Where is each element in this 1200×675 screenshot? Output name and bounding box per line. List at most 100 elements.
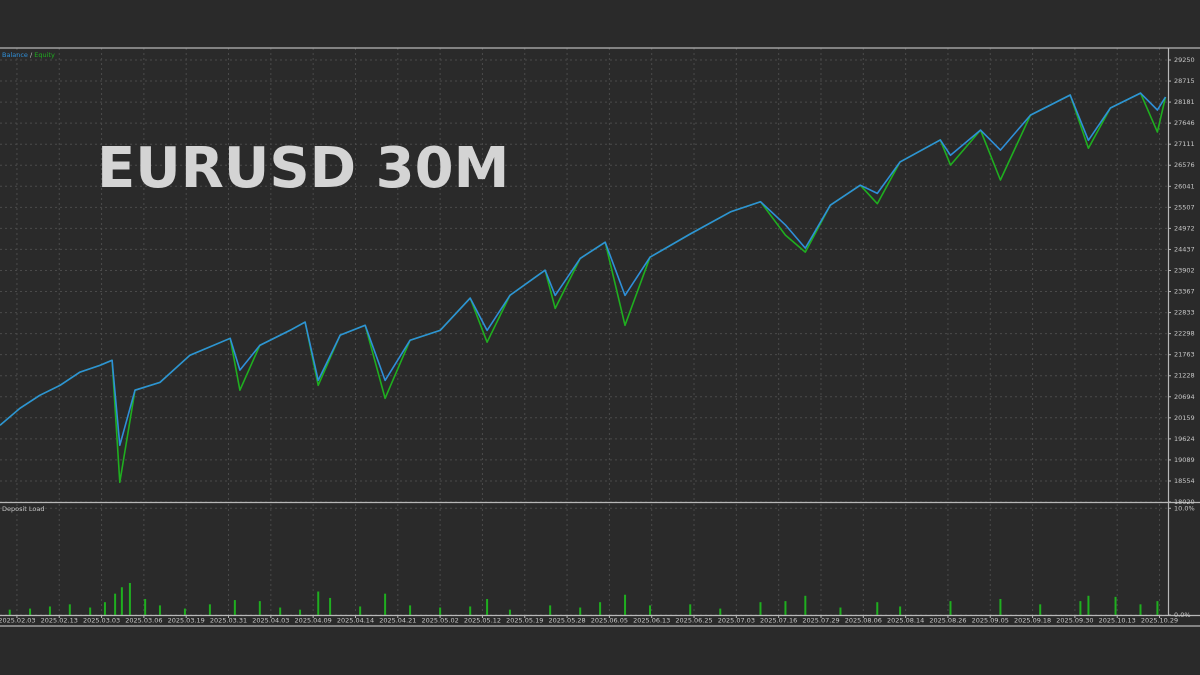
bar xyxy=(233,600,236,615)
bar xyxy=(128,582,131,615)
y-tick-label: 23902 xyxy=(1174,266,1195,274)
y-tick-label: 22833 xyxy=(1174,309,1195,317)
bar xyxy=(689,604,692,615)
y-tick-label: 28715 xyxy=(1174,77,1195,85)
bar xyxy=(258,601,261,615)
bar xyxy=(839,607,842,615)
bar xyxy=(719,608,722,615)
bar xyxy=(759,602,762,615)
bar xyxy=(48,606,51,615)
bar xyxy=(1039,604,1042,615)
x-tick-label: 2025.03.06 xyxy=(125,617,162,625)
y-tick-label: 24437 xyxy=(1174,245,1195,253)
bar xyxy=(114,593,117,615)
bar xyxy=(8,609,11,615)
x-tick-label: 2025.05.28 xyxy=(548,617,585,625)
y-tick-label: 27111 xyxy=(1174,140,1195,148)
x-tick-label: 2025.03.19 xyxy=(168,617,205,625)
y-tick-label: 22298 xyxy=(1174,330,1195,338)
y-tick-label: 29250 xyxy=(1174,56,1195,64)
x-tick-label: 2025.09.18 xyxy=(1014,617,1051,625)
y-tick-label: 18020 xyxy=(1174,498,1195,506)
x-tick-label: 2025.04.03 xyxy=(252,617,289,625)
bar xyxy=(999,598,1002,615)
x-tick-label: 2025.08.14 xyxy=(887,617,924,625)
bar xyxy=(359,606,362,615)
x-tick-label: 2025.03.31 xyxy=(210,617,247,625)
legend-entry: Equity xyxy=(34,51,55,59)
bar xyxy=(409,605,412,615)
bar xyxy=(1079,601,1082,615)
y-tick-label: 26576 xyxy=(1174,161,1195,169)
grid-layer xyxy=(0,48,1171,618)
x-tick-label: 2025.08.26 xyxy=(929,617,966,625)
y-tick-label: 21228 xyxy=(1174,372,1195,380)
bar xyxy=(649,605,652,615)
y-tick-label: 18554 xyxy=(1174,477,1195,485)
x-tick-label: 2025.10.29 xyxy=(1141,617,1178,625)
y-tick-label: 27646 xyxy=(1174,119,1195,127)
x-tick-label: 2025.04.09 xyxy=(295,617,332,625)
legend-separator: / xyxy=(28,51,34,59)
x-tick-label: 2025.06.13 xyxy=(633,617,670,625)
bar xyxy=(784,601,787,615)
y-tick-label: 26041 xyxy=(1174,182,1195,190)
y-tick-label: 24972 xyxy=(1174,224,1195,232)
x-tick-label: 2025.02.03 xyxy=(0,617,36,625)
bar xyxy=(158,605,161,615)
x-tick-label: 2025.06.25 xyxy=(675,617,712,625)
x-tick-label: 2025.06.05 xyxy=(591,617,628,625)
bar xyxy=(208,604,211,615)
y-tick-label: 25507 xyxy=(1174,203,1195,211)
y-tick-label: 20159 xyxy=(1174,414,1195,422)
bar xyxy=(579,607,582,615)
y-tick-label: 19089 xyxy=(1174,456,1195,464)
x-tick-label: 2025.09.30 xyxy=(1056,617,1093,625)
bar xyxy=(68,604,71,615)
bar xyxy=(89,607,92,615)
y-tick-label: 21763 xyxy=(1174,351,1195,359)
x-tick-label: 2025.07.29 xyxy=(802,617,839,625)
x-tick-label: 2025.07.16 xyxy=(760,617,797,625)
y-tick-label: 10.0% xyxy=(1174,504,1195,512)
bar xyxy=(508,609,511,615)
y-tick-label: 20694 xyxy=(1174,393,1195,401)
x-tick-label: 2025.10.13 xyxy=(1099,617,1136,625)
bar xyxy=(1139,604,1142,615)
bar xyxy=(804,595,807,615)
legend: Balance / Equity xyxy=(2,51,55,59)
bar xyxy=(469,606,472,615)
chart-title: EURUSD 30M xyxy=(97,136,509,201)
panel-title: Deposit Load xyxy=(2,505,45,513)
bar xyxy=(624,594,627,615)
bar xyxy=(120,587,123,615)
x-tick-label: 2025.09.05 xyxy=(972,617,1009,625)
y-tick-label: 28181 xyxy=(1174,98,1195,106)
bar xyxy=(486,598,489,615)
bar xyxy=(103,602,106,615)
bar xyxy=(1156,601,1159,615)
y-tick-label: 23367 xyxy=(1174,288,1195,296)
x-tick-label: 2025.05.02 xyxy=(422,617,459,625)
bar xyxy=(29,608,32,615)
series-line xyxy=(0,92,1167,447)
bar xyxy=(183,608,186,615)
bar xyxy=(876,602,879,615)
x-tick-label: 2025.04.14 xyxy=(337,617,374,625)
bar xyxy=(329,597,332,615)
bar xyxy=(317,591,320,615)
bar xyxy=(1087,595,1090,615)
legend-entry: Balance xyxy=(2,51,28,59)
y-tick-label: 0.0% xyxy=(1174,611,1191,619)
bar xyxy=(599,602,602,615)
bar xyxy=(279,607,282,615)
bar xyxy=(384,593,387,615)
mark-layer xyxy=(0,92,1167,615)
y-tick-label: 19624 xyxy=(1174,435,1195,443)
bar xyxy=(439,607,442,615)
bar xyxy=(949,601,952,615)
x-tick-label: 2025.03.03 xyxy=(83,617,120,625)
x-tick-label: 2025.08.06 xyxy=(845,617,882,625)
